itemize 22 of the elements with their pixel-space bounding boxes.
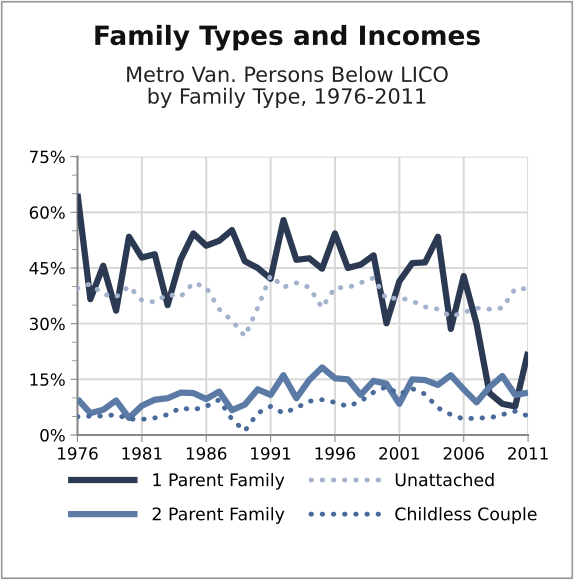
- x-tick-label: 1981: [122, 447, 162, 460]
- x-tick-label: 1986: [186, 447, 226, 460]
- legend-label: 2 Parent Family: [152, 507, 284, 524]
- x-tick-label: 2001: [379, 447, 420, 460]
- y-tick-label: 30%: [30, 318, 65, 330]
- x-tick-label: 1991: [251, 447, 290, 460]
- line-series: [77, 272, 528, 339]
- y-tick-label: 15%: [30, 373, 65, 386]
- y-tick-label: 60%: [30, 206, 65, 219]
- legend-label: Unattached: [396, 472, 494, 486]
- chart-subtitle: Metro Van. Persons Below LICO by Family Type, 1976-2011: [127, 66, 448, 108]
- y-tick-label: 75%: [30, 150, 65, 164]
- legend-label: Childless Couple: [395, 507, 537, 524]
- chart-title: Family Types and Incomes: [95, 24, 480, 51]
- x-tick-label: 2006: [444, 447, 484, 460]
- line-series: [77, 384, 528, 434]
- y-tick-label: 45%: [29, 262, 65, 275]
- legend-label: 1 Parent Family: [153, 472, 284, 490]
- y-tick-label: 0%: [40, 428, 65, 442]
- x-tick-label: 2011: [508, 447, 548, 460]
- x-tick-label: 1996: [316, 447, 356, 460]
- x-tick-label: 1976: [58, 447, 98, 460]
